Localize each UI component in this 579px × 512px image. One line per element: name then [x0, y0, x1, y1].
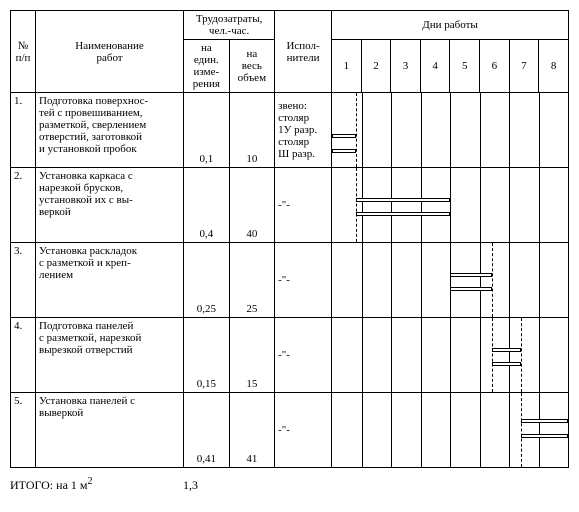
header-labor-group: Трудозатраты, чел.-час.	[184, 11, 275, 40]
gantt-bar	[521, 419, 568, 423]
cell-labor-unit: 0,4	[184, 168, 230, 243]
cell-gantt	[332, 318, 569, 393]
header-name: Наименование работ	[36, 11, 184, 93]
cell-gantt	[332, 168, 569, 243]
cell-name: Установка панелей с выверкой	[36, 393, 184, 468]
cell-exec: -"-	[275, 243, 332, 318]
table-header: № п/п Наименование работ Трудозатраты, ч…	[11, 11, 569, 93]
gantt-bar	[332, 134, 356, 138]
cell-name: Подготовка панелей с разметкой, нарезкой…	[36, 318, 184, 393]
table-row: 1.Подготовка поверхнос- тей с провешиван…	[11, 93, 569, 168]
cell-num: 1.	[11, 93, 36, 168]
cell-exec: -"-	[275, 393, 332, 468]
cell-labor-total: 40	[229, 168, 275, 243]
header-labor-total: на весь объем	[229, 40, 275, 93]
cell-exec: звено: столяр 1У разр. столяр Ш разр.	[275, 93, 332, 168]
header-day: 4	[420, 40, 450, 93]
cell-exec: -"-	[275, 318, 332, 393]
footer-value: 1,3	[183, 478, 198, 492]
gantt-bar	[356, 212, 450, 216]
cell-gantt	[332, 393, 569, 468]
cell-name: Установка каркаса с нарезкой брусков, ус…	[36, 168, 184, 243]
gantt-bar	[492, 362, 520, 366]
gantt-bar	[492, 348, 520, 352]
table-row: 3.Установка раскладок с разметкой и креп…	[11, 243, 569, 318]
gantt-bar	[356, 198, 450, 202]
cell-name: Подготовка поверхнос- тей с провешивание…	[36, 93, 184, 168]
gantt-bar	[332, 149, 356, 153]
table-body: 1.Подготовка поверхнос- тей с провешиван…	[11, 93, 569, 468]
cell-labor-unit: 0,25	[184, 243, 230, 318]
header-num: № п/п	[11, 11, 36, 93]
table-row: 2.Установка каркаса с нарезкой брусков, …	[11, 168, 569, 243]
header-day: 7	[509, 40, 539, 93]
cell-num: 2.	[11, 168, 36, 243]
header-exec: Испол- нители	[275, 11, 332, 93]
footer-sup: 2	[87, 476, 92, 487]
header-day: 8	[539, 40, 569, 93]
cell-exec: -"-	[275, 168, 332, 243]
gantt-bar	[521, 434, 568, 438]
cell-num: 5.	[11, 393, 36, 468]
cell-labor-unit: 0,41	[184, 393, 230, 468]
header-day: 5	[450, 40, 480, 93]
cell-num: 3.	[11, 243, 36, 318]
cell-gantt	[332, 243, 569, 318]
gantt-bar	[450, 273, 492, 277]
header-day: 2	[361, 40, 391, 93]
cell-labor-unit: 0,15	[184, 318, 230, 393]
table-row: 5.Установка панелей с выверкой0,4141-"-	[11, 393, 569, 468]
gantt-bar	[450, 287, 492, 291]
header-day: 3	[391, 40, 421, 93]
header-labor-unit: на един. изме- рения	[184, 40, 230, 93]
cell-labor-total: 15	[229, 318, 275, 393]
header-day: 1	[332, 40, 362, 93]
footer-label: ИТОГО: на 1 м	[10, 478, 87, 492]
cell-labor-unit: 0,1	[184, 93, 230, 168]
cell-name: Установка раскладок с разметкой и креп- …	[36, 243, 184, 318]
header-days-group: Дни работы	[332, 11, 569, 40]
header-day: 6	[480, 40, 510, 93]
footer-row: ИТОГО: на 1 м2 1,3	[10, 476, 569, 493]
cell-num: 4.	[11, 318, 36, 393]
cell-labor-total: 41	[229, 393, 275, 468]
cell-gantt	[332, 93, 569, 168]
table-row: 4.Подготовка панелей с разметкой, нарезк…	[11, 318, 569, 393]
schedule-table: № п/п Наименование работ Трудозатраты, ч…	[10, 10, 569, 468]
cell-labor-total: 25	[229, 243, 275, 318]
cell-labor-total: 10	[229, 93, 275, 168]
